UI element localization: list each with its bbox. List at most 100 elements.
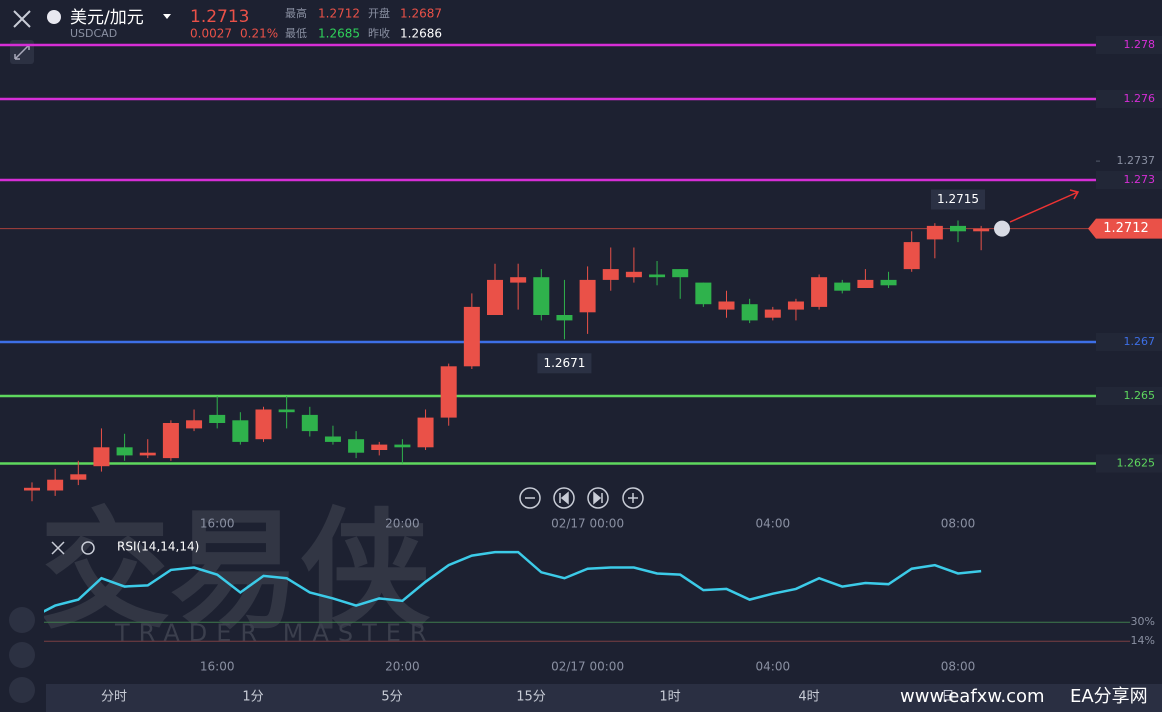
candle-body xyxy=(950,225,966,232)
candle-body xyxy=(278,409,295,413)
level-label-bg xyxy=(1096,454,1162,473)
tool-chart[interactable] xyxy=(9,677,35,703)
stat-label: 昨收 xyxy=(368,26,390,40)
candle-body xyxy=(625,271,642,278)
candle-body xyxy=(903,242,920,270)
watermark-subtitle: TRADER MASTER xyxy=(114,619,436,647)
plot: 1.278 1.276 1.273 1.267 1.265 1.2625 1.2737 16:… xyxy=(0,36,1162,674)
x-tick-label: 20:00 xyxy=(385,517,420,531)
high-annotation: 1.2715 xyxy=(937,192,979,206)
candle-body xyxy=(857,279,874,288)
candle-body xyxy=(324,436,341,442)
timeframe-tab[interactable]: 日 xyxy=(941,690,954,705)
level-label-bg xyxy=(1096,171,1162,189)
candle-body xyxy=(533,277,550,315)
candle-body xyxy=(209,414,226,423)
x-tick-label: 02/17 00:00 xyxy=(551,517,624,531)
x-tick-label: 04:00 xyxy=(756,660,791,674)
x-tick-label: 02/17 00:00 xyxy=(551,660,624,674)
candle-body xyxy=(463,306,480,367)
x-tick-label: 08:00 xyxy=(941,660,976,674)
timeframe-tab[interactable]: 5分 xyxy=(381,690,402,705)
timeframe-tab[interactable]: 4时 xyxy=(798,690,819,705)
go-end[interactable] xyxy=(587,487,609,509)
candle-body xyxy=(834,282,851,291)
footer-name: EA分享网 xyxy=(1070,686,1148,707)
stat-value: 1.2685 xyxy=(318,27,360,41)
candle-body xyxy=(301,414,318,432)
y-tick-label: 1.2737 xyxy=(1117,154,1156,167)
candle-body xyxy=(741,304,758,321)
stat-label: 最低 xyxy=(285,27,307,40)
high-annotation-bg xyxy=(931,189,985,210)
candle-body xyxy=(602,269,619,280)
expand-button[interactable] xyxy=(10,40,34,64)
candle-body xyxy=(162,423,179,459)
remove-indicator[interactable] xyxy=(51,541,65,555)
candle-body xyxy=(371,444,388,450)
candle-body xyxy=(787,301,804,310)
candle-body xyxy=(695,282,712,305)
candle-body xyxy=(440,366,457,418)
flag-icon xyxy=(47,10,61,24)
candle-body xyxy=(186,420,203,429)
candle-body xyxy=(649,274,666,278)
change-pct: 0.21% xyxy=(240,27,278,41)
indicator-settings[interactable] xyxy=(81,541,95,555)
rsi-line xyxy=(31,550,982,619)
candle-body xyxy=(811,277,828,307)
stat-value: 1.2687 xyxy=(400,7,442,21)
symbol-dropdown[interactable] xyxy=(163,14,171,19)
tool-draw[interactable] xyxy=(9,642,35,668)
indicator-title: RSI(14,14,14) xyxy=(117,540,199,554)
stat-label: 开盘 xyxy=(368,6,390,20)
candle-body xyxy=(255,409,272,440)
candle-body xyxy=(394,444,411,448)
stat-value: 1.2712 xyxy=(318,7,360,21)
candle-body xyxy=(24,487,40,491)
trend-arrow xyxy=(1009,189,1080,223)
level-label-bg xyxy=(1096,333,1162,351)
level-label: 1.273 xyxy=(1124,173,1156,186)
stat-value: 1.2686 xyxy=(400,27,442,41)
candle-body xyxy=(487,279,503,315)
level-label-bg xyxy=(1096,387,1162,405)
go-start[interactable] xyxy=(553,487,575,509)
timeframe-tab[interactable]: 分时 xyxy=(101,690,127,705)
price: 1.2713 xyxy=(190,7,249,27)
candle-body xyxy=(718,301,735,310)
level-label: 1.267 xyxy=(1124,335,1156,348)
timeframe-tab[interactable]: 1分 xyxy=(242,690,263,705)
level-label-bg xyxy=(1096,36,1162,54)
low-annotation-bg xyxy=(537,353,592,374)
zoom-in[interactable] xyxy=(622,487,644,509)
candle-body xyxy=(579,279,596,313)
info-marker[interactable] xyxy=(994,220,1010,237)
indicator-controls xyxy=(51,541,95,555)
symbol-code: USDCAD xyxy=(70,27,117,40)
timeframe-tab[interactable]: 15分 xyxy=(516,690,546,705)
y-tick-label: 14% xyxy=(1131,634,1155,647)
candle-body xyxy=(348,439,365,453)
tool-indicators[interactable] xyxy=(9,607,35,633)
close-button[interactable] xyxy=(13,10,31,28)
candle-body xyxy=(880,279,897,286)
y-tick-label: 30% xyxy=(1131,615,1155,628)
low-annotation: 1.2671 xyxy=(543,356,585,370)
timeframe-tab[interactable]: 1时 xyxy=(659,690,680,705)
candle-body xyxy=(47,479,64,491)
level-label: 1.265 xyxy=(1124,389,1156,402)
x-tick-label: 20:00 xyxy=(385,660,420,674)
symbol[interactable]: 美元/加元 xyxy=(70,8,144,28)
footer-site: www.eafxw.com xyxy=(900,686,1045,707)
chart-controls xyxy=(519,487,644,509)
candle-body xyxy=(417,417,434,448)
timeframe-bar xyxy=(46,684,1162,712)
watermark-title: 交易侠 xyxy=(40,495,431,647)
candle-body xyxy=(139,452,156,456)
zoom-out[interactable] xyxy=(519,487,541,509)
candle-body xyxy=(70,474,87,480)
x-tick-label: 16:00 xyxy=(200,517,235,531)
